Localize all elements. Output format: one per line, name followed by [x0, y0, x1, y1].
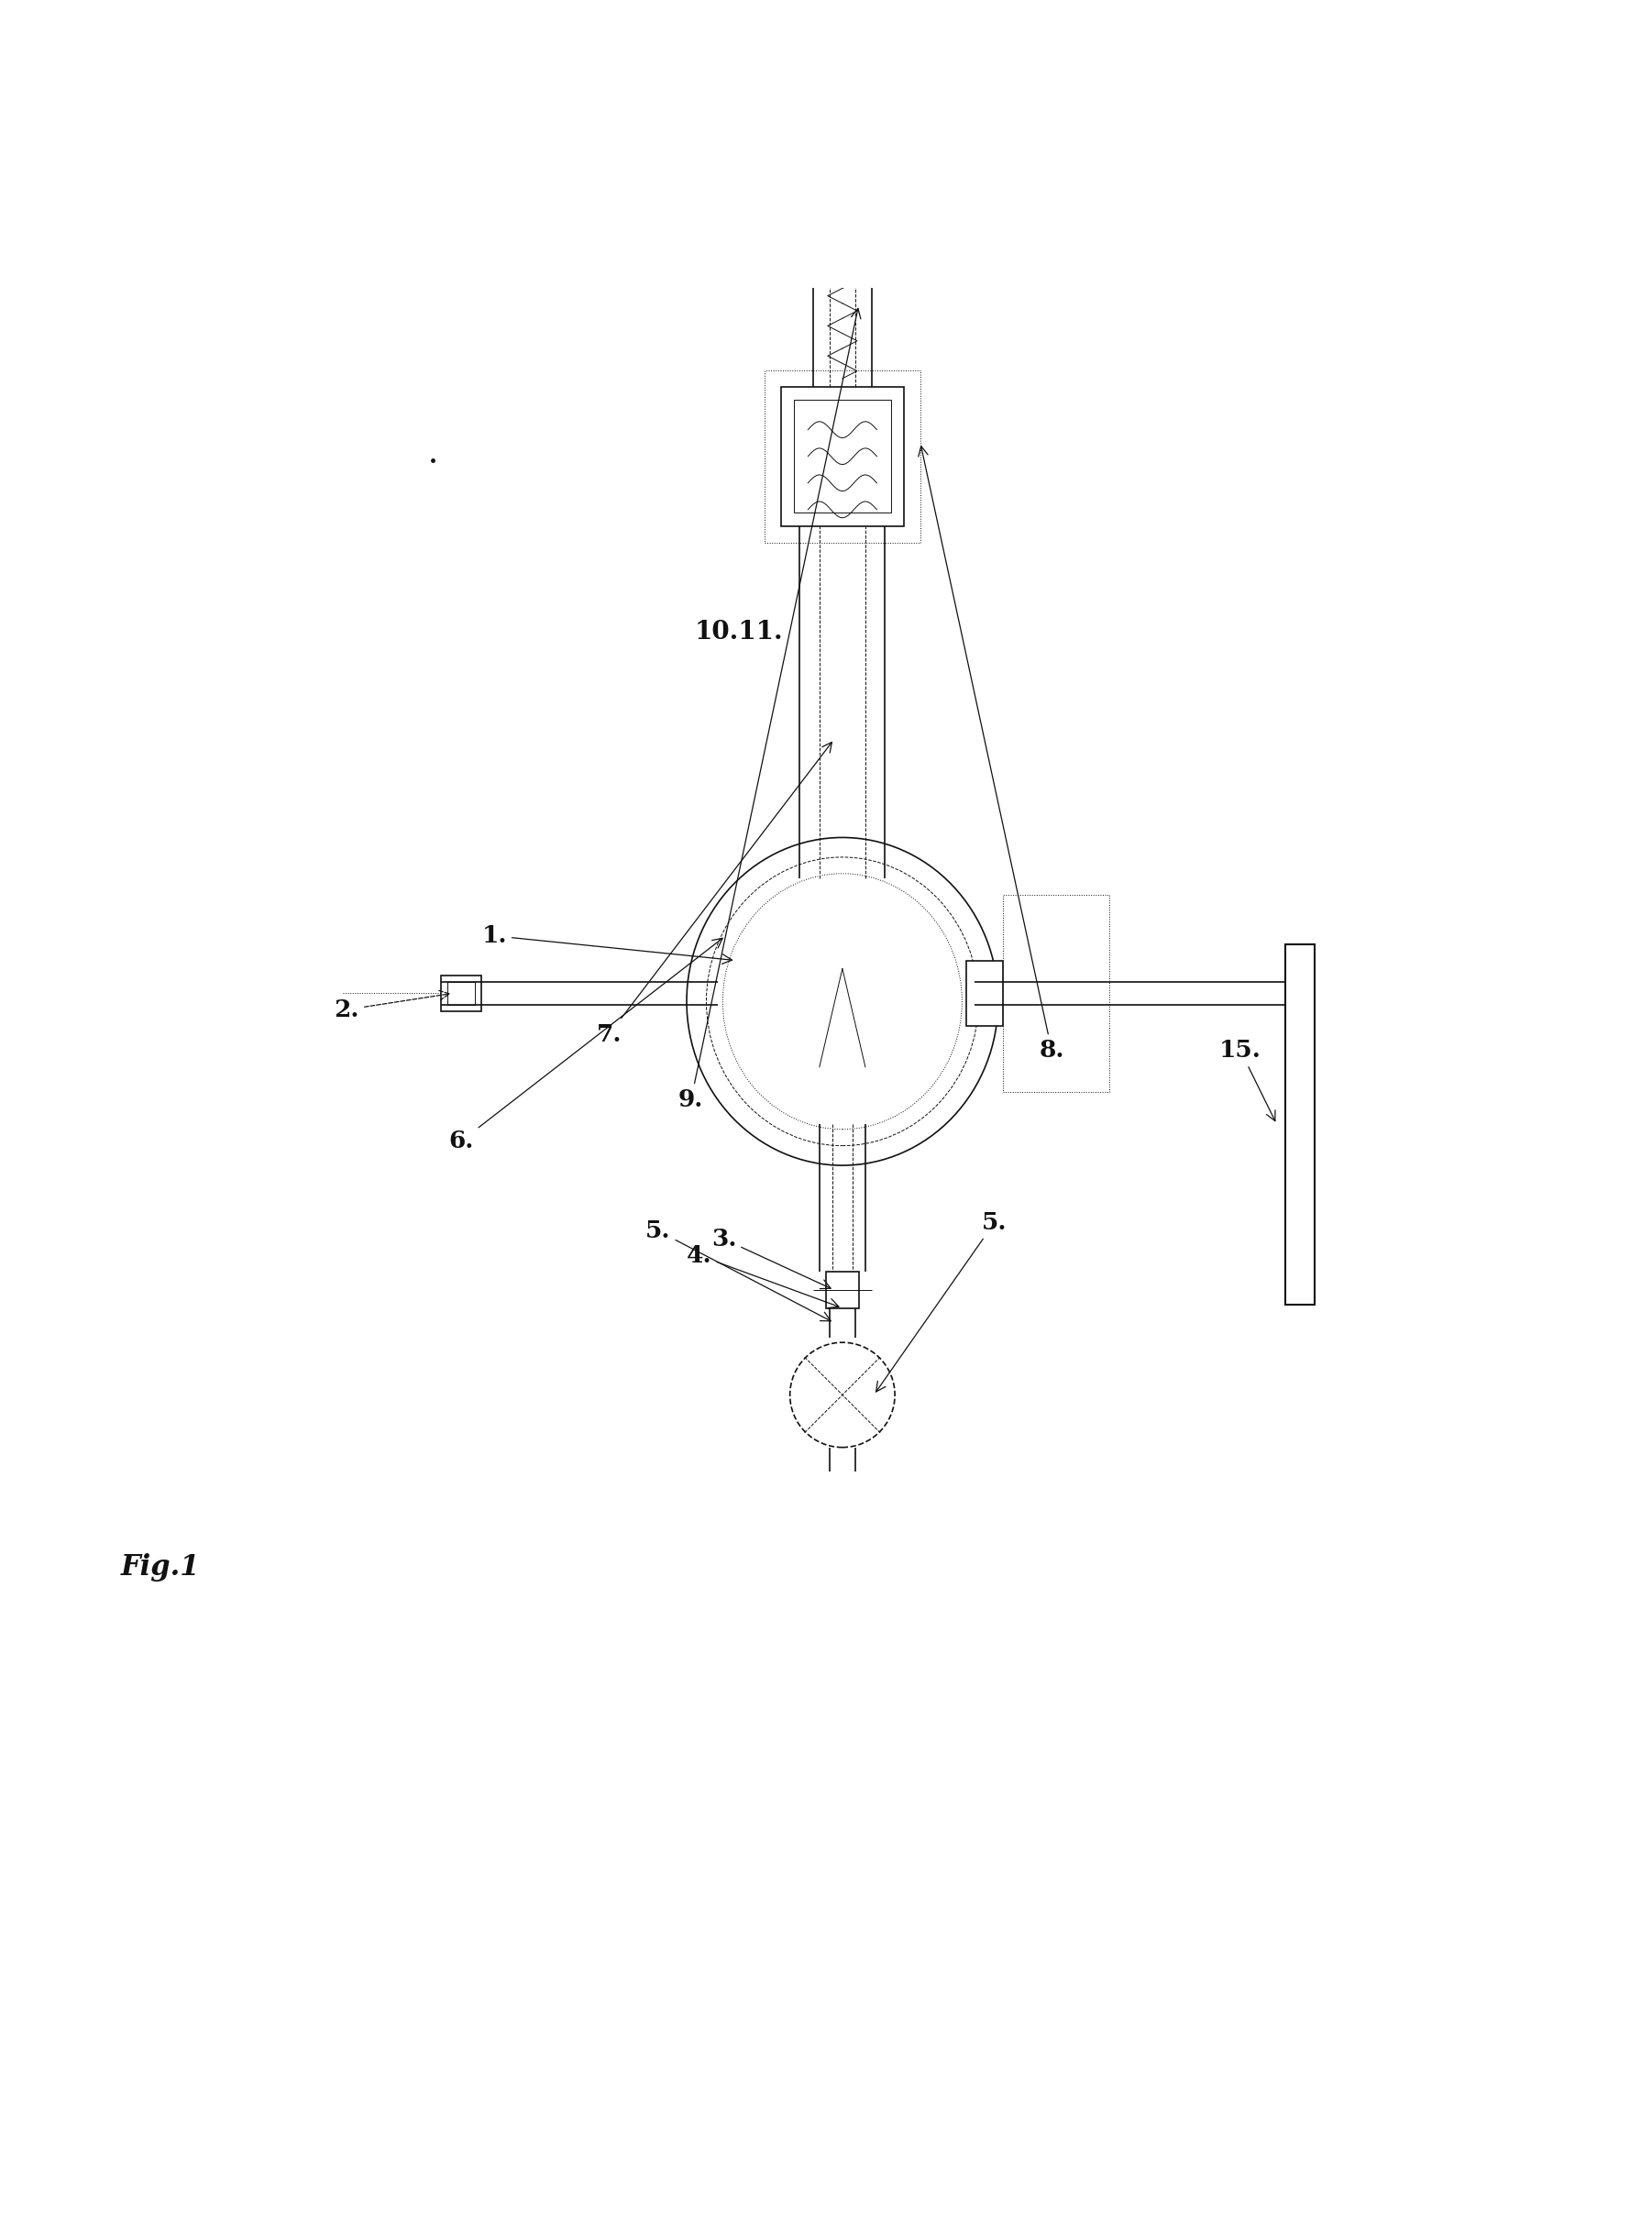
- Bar: [781, 386, 904, 525]
- Text: 8.: 8.: [919, 445, 1064, 1061]
- Text: 5.: 5.: [876, 1212, 1008, 1392]
- Text: 10.11.: 10.11.: [695, 620, 783, 645]
- Bar: [826, 1272, 859, 1307]
- Circle shape: [762, 126, 874, 237]
- Text: 7.: 7.: [596, 742, 833, 1046]
- Text: 15.: 15.: [1219, 1039, 1275, 1121]
- Bar: [864, 98, 881, 120]
- Bar: [732, 168, 762, 195]
- Text: 4.: 4.: [687, 1243, 839, 1307]
- Bar: [1003, 895, 1108, 1092]
- Bar: [795, 399, 890, 512]
- Text: 9.: 9.: [679, 308, 861, 1110]
- Text: 3.: 3.: [712, 1228, 831, 1290]
- Bar: [966, 960, 1003, 1026]
- Bar: [1285, 944, 1315, 1305]
- Text: Fig.1: Fig.1: [121, 1553, 200, 1582]
- Bar: [441, 975, 482, 1010]
- Bar: [765, 370, 920, 543]
- Circle shape: [809, 60, 909, 157]
- Circle shape: [790, 1343, 895, 1447]
- Text: 6.: 6.: [449, 937, 722, 1152]
- Text: 5.: 5.: [646, 1219, 831, 1321]
- Text: 1.: 1.: [482, 924, 732, 964]
- Bar: [448, 982, 476, 1004]
- Text: 2.: 2.: [334, 991, 449, 1022]
